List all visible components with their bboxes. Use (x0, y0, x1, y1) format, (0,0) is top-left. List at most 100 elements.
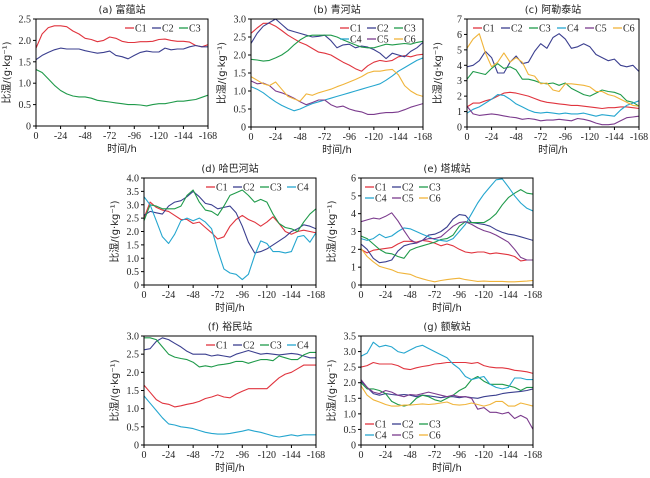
series-line-c2 (467, 33, 639, 74)
x-tick-label: -48 (509, 132, 522, 143)
legend-label-c2: C2 (243, 183, 255, 194)
legend-label-c5: C5 (402, 431, 414, 442)
plot-frame (250, 18, 424, 128)
series-line-c3 (144, 189, 316, 233)
series-group (467, 33, 639, 126)
x-tick-label: -72 (428, 290, 441, 301)
legend-label-c4: C4 (297, 183, 309, 194)
panel-title: (f) 裕民站 (208, 320, 253, 333)
legend-label-c4: C4 (297, 341, 309, 352)
plot-frame (143, 335, 317, 446)
legend-label-c6: C6 (429, 194, 441, 205)
series-line-c1 (144, 201, 316, 240)
x-axis-label: 时间/h (215, 301, 245, 314)
legend-label-c5: C5 (377, 35, 389, 46)
series-line-c1 (361, 239, 533, 262)
x-axis-label: 时间/h (432, 461, 462, 474)
legend-label-c2: C2 (243, 341, 255, 352)
y-tick-label: 3.5 (127, 187, 140, 198)
x-tick-label: -96 (453, 290, 466, 301)
series-line-c6 (361, 248, 533, 283)
y-tick-label: 0.5 (127, 422, 140, 433)
series-line-c4 (467, 94, 639, 117)
series-line-c2 (36, 44, 208, 61)
y-tick-label: 2.0 (19, 36, 32, 47)
x-tick-label: -72 (211, 290, 224, 301)
x-tick-label: -144 (499, 290, 517, 301)
y-tick-label: 0 (351, 441, 356, 452)
x-tick-label: -72 (103, 131, 116, 142)
x-tick-label: -24 (485, 132, 498, 143)
y-tick-label: 4.0 (127, 174, 140, 185)
legend: C1 C2 C3 C4 (206, 341, 309, 352)
x-axis-label: 时间/h (107, 142, 137, 155)
panel-title: (b) 青河站 (313, 3, 360, 16)
y-tick-label: 3.5 (344, 332, 357, 343)
series-group (36, 25, 208, 107)
series-line-c4 (361, 178, 533, 242)
y-axis-label: 比湿/(g·kg⁻¹) (326, 359, 338, 421)
panel-g: (g) 额敏站 0 -24 -48 -72 -96 -120 -144 -168 0 0.5 1.0 1… (326, 320, 542, 474)
x-tick-label: -96 (343, 132, 356, 143)
legend: C1 C2 C3 C4 C5 C6 (365, 183, 441, 205)
y-tick-label: 0 (26, 122, 31, 133)
legend-label-c4: C4 (567, 24, 579, 35)
y-tick-label: 1 (457, 107, 462, 118)
panel-title: (c) 阿勒泰站 (525, 3, 581, 16)
y-tick-label: 2.0 (127, 368, 140, 379)
x-tick-label: -96 (453, 450, 466, 461)
x-tick-label: 0 (249, 132, 254, 143)
legend-label-c3: C3 (404, 24, 416, 35)
series-line-c3 (144, 337, 316, 368)
x-tick-label: -96 (236, 450, 249, 461)
x-tick-label: -144 (174, 131, 192, 142)
legend-label-c6: C6 (404, 35, 416, 46)
x-tick-label: -24 (379, 290, 392, 301)
series-line-c4 (251, 57, 423, 112)
x-tick-label: -120 (258, 450, 276, 461)
y-tick-label: 2.0 (344, 378, 357, 389)
series-line-c4 (144, 395, 316, 438)
series-group (361, 178, 533, 283)
x-tick-label: -48 (78, 131, 91, 142)
series-line-c1 (361, 361, 533, 374)
legend-label-c3: C3 (429, 420, 441, 431)
series-line-c5 (467, 105, 639, 126)
x-tick-label: -144 (389, 132, 407, 143)
legend-label-c4: C4 (375, 194, 387, 205)
x-tick-label: 0 (34, 131, 39, 142)
y-tick-label: 1.0 (19, 79, 32, 90)
y-tick-label: 2 (351, 245, 356, 256)
legend-label-c2: C2 (511, 24, 523, 35)
panel-d: (d) 哈巴河站 0 -24 -48 -72 -96 -120 -144 -168 0 0.5 1.0… (109, 162, 325, 314)
y-tick-label: 1.5 (234, 69, 247, 80)
legend-label-c2: C2 (402, 420, 414, 431)
series-line-c6 (251, 68, 423, 102)
x-tick-label: -168 (524, 450, 542, 461)
series-line-c6 (467, 33, 639, 107)
series-group (144, 189, 316, 281)
y-tick-label: 2.0 (127, 227, 140, 238)
series-line-c1 (251, 22, 423, 72)
y-tick-label: 6 (457, 30, 462, 41)
y-tick-label: 0.5 (344, 425, 357, 436)
x-tick-label: -120 (581, 132, 599, 143)
y-tick-label: 4 (457, 61, 462, 72)
x-tick-label: -96 (236, 290, 249, 301)
x-tick-label: -120 (475, 290, 493, 301)
x-axis-label: 时间/h (215, 461, 245, 474)
y-tick-label: 1.0 (234, 87, 247, 98)
legend-label-c2: C2 (402, 183, 414, 194)
x-tick-label: -168 (414, 132, 432, 143)
x-tick-label: -24 (54, 131, 67, 142)
x-tick-label: 0 (142, 450, 147, 461)
x-tick-label: -72 (534, 132, 547, 143)
series-line-c4 (144, 196, 316, 281)
legend-label-c6: C6 (429, 431, 441, 442)
y-tick-label: 1.5 (127, 240, 140, 251)
series-line-c5 (251, 80, 423, 115)
x-tick-label: -72 (318, 132, 331, 143)
legend-label-c3: C3 (539, 24, 551, 35)
plot-frame (35, 18, 209, 127)
panel-title: (g) 额敏站 (423, 320, 470, 333)
